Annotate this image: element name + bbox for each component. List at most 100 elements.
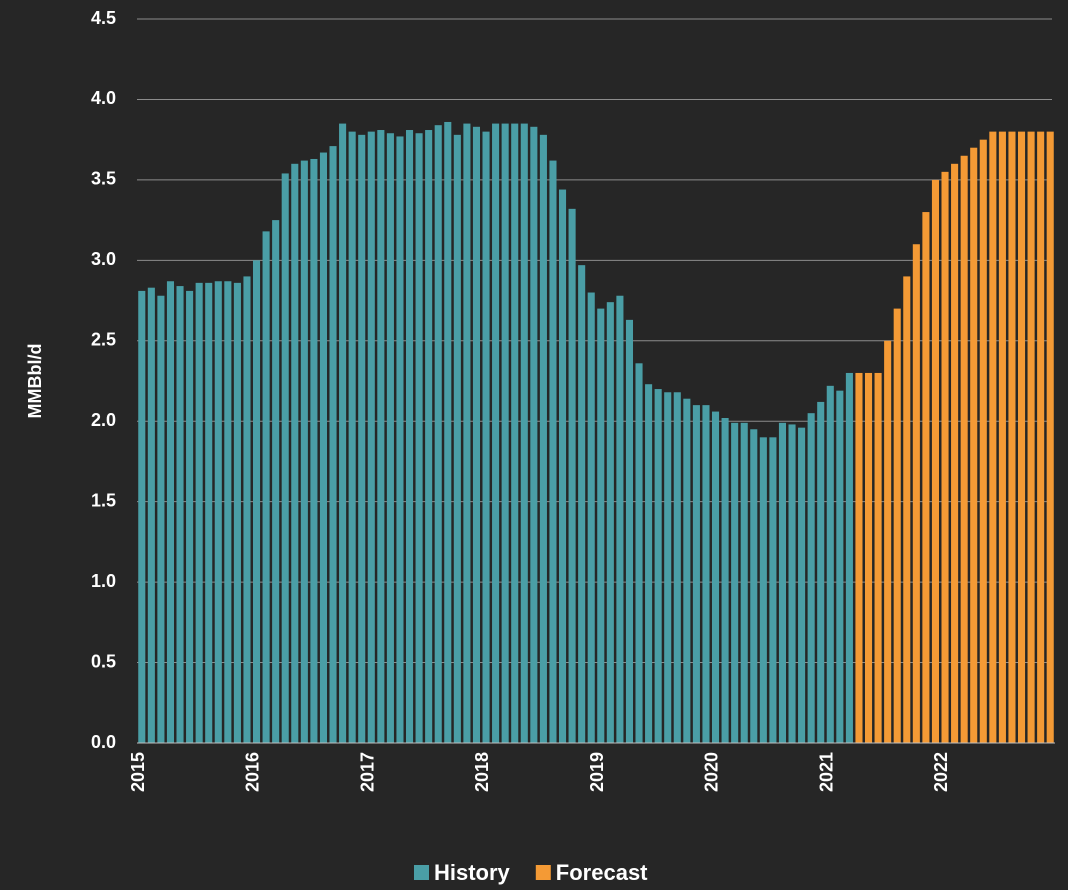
bar — [673, 392, 681, 743]
bar — [970, 147, 978, 743]
y-tick-label: 3.5 — [91, 169, 116, 189]
x-tick-label: 2019 — [587, 752, 607, 792]
bar — [721, 418, 729, 743]
bar — [300, 160, 308, 744]
bar — [501, 123, 509, 744]
y-tick-label: 2.0 — [91, 410, 116, 430]
bar — [951, 163, 959, 744]
bar — [587, 292, 595, 743]
x-tick-label: 2020 — [702, 752, 722, 792]
bar — [903, 276, 911, 743]
bar — [625, 319, 634, 743]
bar — [434, 125, 442, 744]
bar — [711, 411, 720, 743]
x-tick-label: 2015 — [128, 752, 148, 792]
bar — [396, 136, 404, 744]
bar — [252, 260, 261, 743]
bar — [845, 372, 853, 743]
bar — [166, 281, 175, 743]
bar — [138, 290, 146, 743]
bar — [769, 437, 777, 743]
legend-swatch — [535, 865, 551, 880]
bar — [272, 220, 280, 744]
bar — [874, 372, 882, 743]
bar — [367, 131, 375, 744]
bar — [759, 437, 767, 743]
bar — [1008, 131, 1016, 744]
bar — [558, 189, 567, 743]
bar — [931, 179, 940, 743]
bar — [750, 429, 758, 743]
bar — [645, 384, 653, 743]
bar — [836, 390, 844, 743]
y-tick-label: 1.5 — [91, 490, 116, 510]
bar — [310, 158, 318, 743]
bar — [492, 123, 500, 744]
bar — [998, 131, 1006, 744]
bar — [979, 139, 987, 743]
bar — [377, 130, 385, 744]
x-tick-label: 2018 — [472, 752, 492, 792]
bar — [186, 290, 194, 743]
bar — [654, 389, 662, 743]
bar — [233, 282, 241, 743]
legend-label: History — [434, 860, 511, 885]
y-tick-label: 0.5 — [91, 651, 116, 671]
bar — [731, 422, 739, 743]
x-tick-label: 2022 — [931, 752, 951, 792]
bar — [415, 133, 423, 744]
bar — [319, 152, 328, 743]
bar — [1017, 131, 1026, 744]
bar — [1037, 131, 1045, 744]
bar — [664, 392, 672, 743]
bar — [425, 130, 433, 744]
y-tick-label: 0.0 — [91, 732, 116, 752]
bar — [405, 130, 414, 744]
bar — [224, 281, 232, 743]
bar — [482, 131, 490, 744]
y-tick-label: 4.5 — [91, 8, 116, 28]
bar — [893, 308, 901, 743]
x-tick-label: 2017 — [357, 752, 377, 792]
y-tick-label: 2.5 — [91, 330, 116, 350]
bar — [740, 422, 748, 743]
bar — [597, 308, 605, 743]
bar — [635, 363, 643, 743]
bar — [157, 295, 165, 743]
bar — [472, 126, 481, 744]
bar — [549, 160, 557, 744]
bar — [941, 171, 949, 743]
y-tick-label: 1.0 — [91, 571, 116, 591]
bar — [463, 123, 471, 744]
bar — [386, 133, 394, 744]
bar — [1046, 131, 1054, 744]
x-tick-label: 2016 — [243, 752, 263, 792]
bar — [243, 276, 251, 743]
bar — [195, 282, 203, 743]
bar — [147, 287, 155, 743]
bar — [606, 302, 614, 743]
bar — [912, 244, 920, 743]
bar — [960, 155, 968, 743]
bar — [807, 413, 815, 743]
bar — [922, 212, 930, 744]
bar — [855, 372, 863, 743]
bar — [262, 231, 270, 743]
bar — [453, 134, 461, 744]
bar — [778, 422, 787, 743]
y-axis-label: MMBbl/d — [25, 344, 45, 419]
bar — [683, 398, 691, 743]
bar — [358, 134, 366, 744]
bar — [291, 163, 299, 744]
bar — [530, 126, 538, 744]
bar — [348, 131, 356, 744]
bar — [329, 146, 337, 743]
bar — [788, 424, 796, 743]
bar — [884, 340, 892, 743]
bar — [339, 123, 347, 744]
bar — [444, 121, 452, 744]
bar — [539, 134, 547, 744]
bar — [817, 401, 825, 743]
x-tick-label: 2021 — [816, 752, 836, 792]
